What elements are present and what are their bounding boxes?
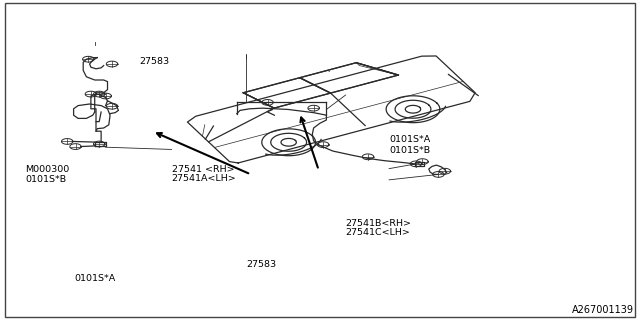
Text: 27541C<LH>: 27541C<LH> <box>346 228 410 237</box>
Text: A267001139: A267001139 <box>572 305 634 315</box>
Text: M000300: M000300 <box>26 165 70 174</box>
Text: 27583: 27583 <box>140 57 170 66</box>
Text: 27541 <RH>: 27541 <RH> <box>172 165 234 174</box>
Text: 0101S*A: 0101S*A <box>74 274 115 283</box>
Text: 0101S*B: 0101S*B <box>389 146 430 155</box>
Text: 0101S*B: 0101S*B <box>26 175 67 184</box>
Text: 0101S*A: 0101S*A <box>389 135 430 144</box>
Text: 27541B<RH>: 27541B<RH> <box>346 220 412 228</box>
Text: 27583: 27583 <box>246 260 276 269</box>
Text: 27541A<LH>: 27541A<LH> <box>172 174 236 183</box>
